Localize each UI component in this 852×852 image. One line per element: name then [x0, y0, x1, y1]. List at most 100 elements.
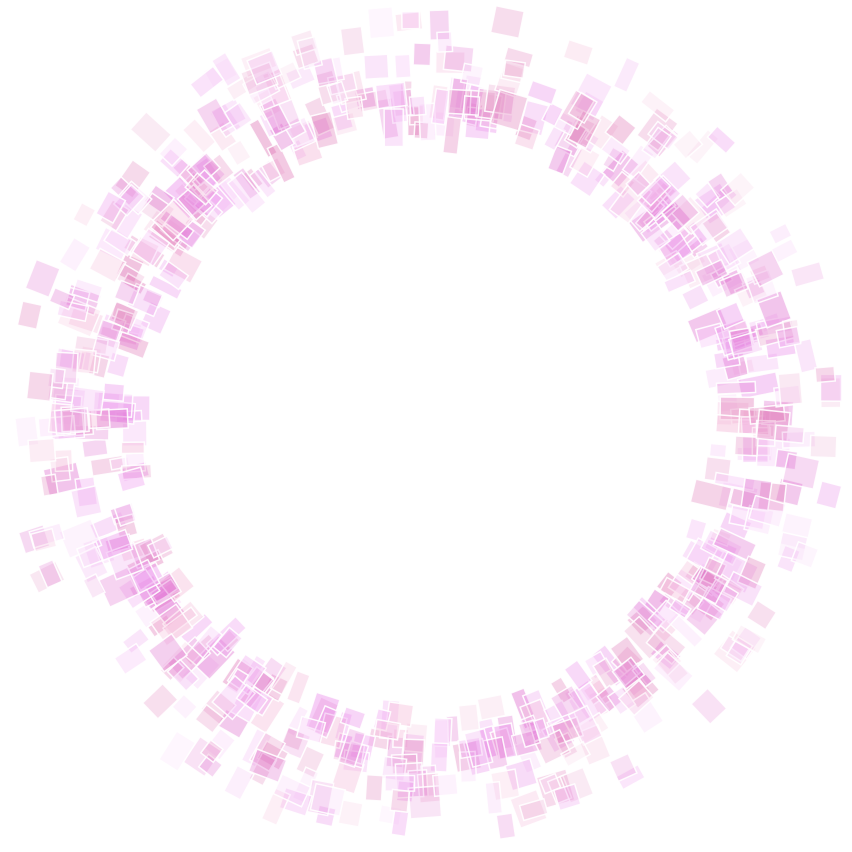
ring-tile: [53, 407, 90, 435]
ring-tile: [685, 128, 720, 166]
ring-tile: [703, 578, 740, 614]
ring-tile: [309, 110, 340, 150]
ring-tile: [745, 599, 778, 631]
ring-tile: [16, 300, 43, 331]
ring-tile: [339, 705, 367, 731]
ring-tile: [311, 56, 339, 88]
ring-tile: [768, 237, 800, 265]
ring-tile: [407, 785, 443, 820]
ring-tile: [608, 170, 637, 199]
ring-tile: [457, 736, 484, 760]
ring-tile: [295, 715, 327, 745]
ring-tile: [714, 413, 757, 436]
ring-tile: [567, 704, 604, 747]
ring-tile: [294, 744, 326, 779]
ring-tile: [225, 138, 253, 167]
ring-tile: [684, 596, 724, 637]
ring-tile: [639, 174, 672, 207]
ring-tile: [113, 513, 139, 540]
ring-tile: [685, 537, 725, 575]
ring-tile: [384, 774, 416, 792]
ring-tile: [568, 159, 606, 198]
ring-tile: [408, 95, 427, 117]
ring-tile: [693, 181, 721, 209]
ring-tile: [600, 135, 632, 166]
ring-tile: [401, 10, 421, 30]
ring-tile: [793, 337, 819, 374]
ring-tile: [678, 249, 727, 291]
ring-tile: [205, 615, 248, 657]
ring-tile: [552, 782, 582, 812]
ring-tile: [94, 190, 127, 225]
ring-tile: [401, 738, 426, 776]
ring-tile: [385, 701, 415, 728]
ring-tile: [611, 656, 646, 691]
ring-tile: [285, 669, 311, 706]
ring-tile: [756, 480, 788, 513]
ring-tile: [258, 96, 292, 137]
ring-tile: [166, 658, 200, 693]
ring-tile: [182, 170, 210, 199]
ring-tile: [337, 726, 367, 768]
ring-tile: [814, 365, 837, 384]
ring-tile: [781, 430, 817, 449]
ring-tile: [141, 288, 165, 309]
ring-tile: [777, 371, 804, 407]
ring-tile: [574, 723, 612, 767]
ring-tile: [431, 772, 459, 798]
ring-tile: [809, 434, 838, 459]
ring-tile: [246, 49, 283, 86]
ring-tile: [658, 576, 691, 605]
ring-tile: [71, 201, 97, 228]
ring-tile: [269, 659, 299, 696]
ring-tile: [176, 183, 214, 222]
ring-tile: [203, 727, 237, 762]
ring-tile: [476, 693, 507, 722]
ring-tile: [191, 168, 219, 197]
ring-tile: [722, 570, 764, 608]
ring-tile: [441, 114, 463, 156]
ring-tile: [131, 227, 171, 268]
ring-tile: [194, 703, 226, 735]
ring-tile: [29, 527, 58, 553]
ring-tile: [614, 763, 647, 791]
ring-tile: [725, 635, 754, 666]
ring-tile: [120, 272, 148, 296]
ring-tile: [202, 56, 239, 90]
ring-tile: [666, 611, 705, 649]
ring-tile: [94, 408, 129, 431]
ring-tile: [209, 97, 248, 134]
ring-tile: [82, 572, 106, 600]
ring-tile: [680, 283, 711, 312]
ring-tile: [149, 603, 194, 647]
ring-tile: [513, 737, 543, 775]
ring-tile: [743, 504, 776, 536]
ring-tile: [549, 684, 592, 731]
ring-tile: [653, 159, 693, 199]
ring-tile: [662, 269, 697, 294]
ring-tile: [149, 578, 179, 604]
ring-tile: [775, 325, 802, 349]
ring-tile: [714, 226, 756, 266]
ring-tile: [694, 322, 727, 350]
ring-tile: [289, 28, 318, 57]
ring-tile: [374, 81, 408, 110]
ring-tile: [703, 455, 733, 484]
ring-tile: [462, 95, 481, 117]
ring-tile: [740, 476, 773, 512]
ring-tile: [567, 109, 602, 150]
ring-tile: [247, 751, 278, 787]
ring-tile: [688, 566, 729, 605]
ring-tile: [584, 113, 621, 152]
ring-tile: [457, 703, 481, 733]
ring-tile: [625, 599, 665, 638]
ring-tile: [708, 442, 728, 459]
ring-tile: [719, 396, 756, 421]
ring-tile: [559, 740, 592, 768]
ring-tile: [546, 144, 573, 176]
ring-tile: [162, 245, 204, 285]
ring-tile: [268, 121, 296, 153]
ring-tile: [518, 797, 549, 822]
ring-tile: [184, 624, 224, 667]
ring-tile: [312, 704, 339, 739]
